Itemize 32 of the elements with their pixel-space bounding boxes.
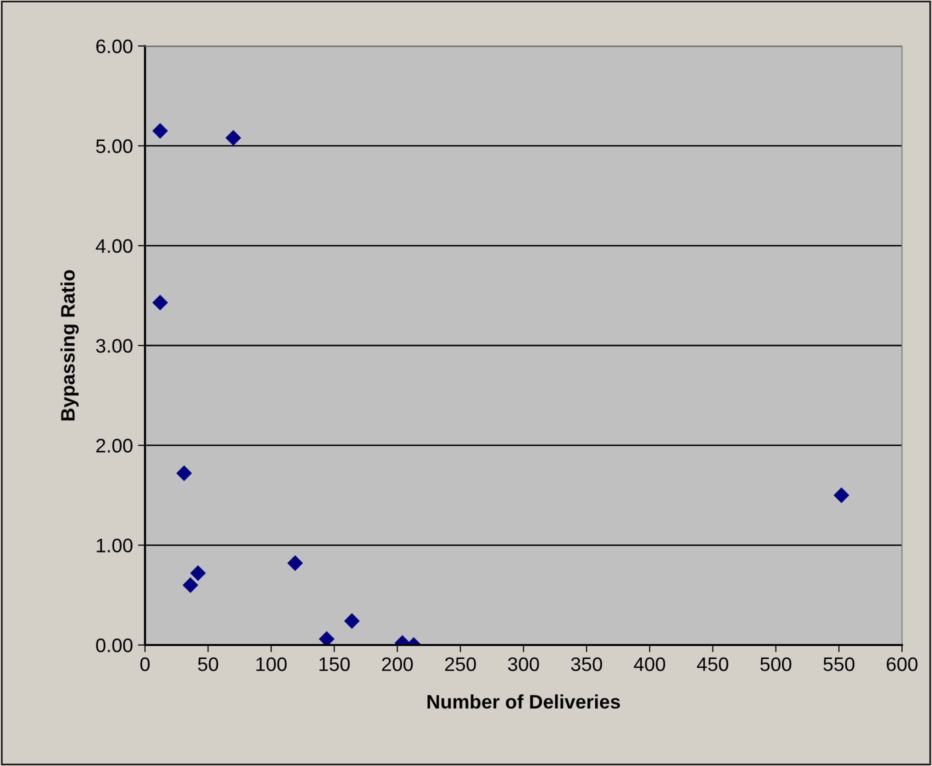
x-tick-label: 500 [760,657,792,672]
y-tick-label: 6.00 [96,39,132,54]
x-tick-label: 250 [445,657,476,672]
x-tick-label: 300 [508,657,539,672]
x-axis-title: Number of Deliveries [428,694,620,709]
y-tick-label: 3.00 [96,338,132,353]
x-tick-label: 0 [140,657,150,672]
point [344,613,360,629]
point [152,295,168,310]
y-tick-label: 0.00 [96,638,132,652]
point [319,631,334,645]
x-tick-label: 150 [320,657,350,672]
point [190,566,206,581]
x-tick-label: 200 [382,657,413,672]
x-tick-label: 50 [198,657,218,672]
y-axis-title: Bypassing Ratio [60,270,79,420]
point [226,130,241,146]
y-tick-label: 5.00 [96,139,132,154]
point [176,466,192,481]
point [834,488,850,503]
y-tick-label: 1.00 [96,538,132,552]
y-tick-label: 2.00 [96,438,132,453]
x-tick-label: 100 [256,657,287,672]
x-tick-label: 350 [571,657,602,672]
x-tick-label: 550 [823,657,854,672]
point [152,123,168,138]
x-tick-label: 600 [886,657,918,672]
x-tick-label: 450 [696,657,728,672]
point [182,578,198,593]
y-tick-label: 4.00 [96,239,132,253]
point [288,556,303,571]
x-tick-label: 400 [634,657,666,672]
